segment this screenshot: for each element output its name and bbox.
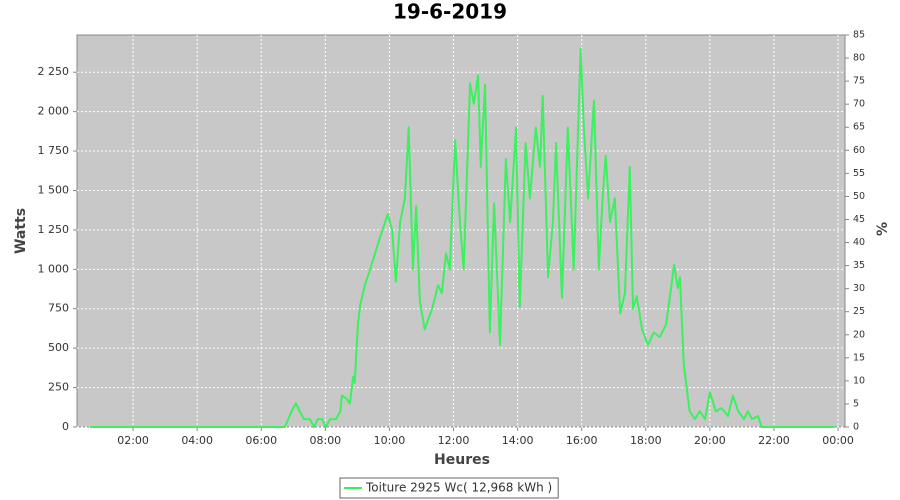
y-tick-label: 2 000	[38, 105, 70, 118]
y-tick-label: 750	[48, 302, 69, 315]
y2-tick-label: 65	[853, 122, 865, 133]
y2-tick-label: 40	[853, 237, 865, 248]
y2-tick-label: 20	[853, 329, 865, 340]
y2-tick-label: 25	[853, 306, 865, 317]
x-tick-label: 18:00	[630, 434, 662, 447]
legend: Toiture 2925 Wc( 12,968 kWh )	[339, 477, 559, 499]
y2-tick-label: 15	[853, 352, 865, 363]
y-tick-label: 1 250	[38, 223, 70, 236]
x-tick-label: 10:00	[374, 434, 406, 447]
y2-tick-label: 75	[853, 76, 865, 87]
chart-title: 19-6-2019	[393, 0, 507, 24]
x-axis-label: Heures	[434, 452, 490, 468]
y-tick-label: 1 000	[38, 262, 70, 275]
x-tick-label: 04:00	[181, 434, 213, 447]
y2-tick-label: 55	[853, 168, 865, 179]
y2-tick-label: 70	[853, 99, 865, 110]
y2-tick-label: 50	[853, 191, 865, 202]
y-tick-label: 1 750	[38, 144, 70, 157]
y2-tick-label: 0	[853, 422, 859, 433]
y2-tick-label: 45	[853, 214, 865, 225]
y2-tick-label: 80	[853, 53, 865, 64]
x-tick-label: 06:00	[245, 434, 277, 447]
x-tick-label: 14:00	[502, 434, 534, 447]
y-tick-label: 2 250	[38, 65, 70, 78]
legend-box	[339, 477, 559, 499]
y-tick-label: 1 500	[38, 183, 70, 196]
x-tick-label: 00:00	[822, 434, 854, 447]
x-tick-label: 12:00	[438, 434, 470, 447]
y-tick-label: 250	[48, 381, 69, 394]
y2-tick-label: 5	[853, 398, 859, 409]
y2-tick-label: 85	[853, 30, 865, 41]
x-tick-label: 08:00	[309, 434, 341, 447]
y2-tick-label: 60	[853, 145, 865, 156]
x-tick-label: 02:00	[117, 434, 149, 447]
y-tick-label: 0	[62, 420, 69, 433]
x-tick-label: 20:00	[694, 434, 726, 447]
legend-label: Toiture 2925 Wc( 12,968 kWh )	[365, 481, 552, 495]
data-line	[89, 47, 835, 428]
x-tick-label: 22:00	[758, 434, 790, 447]
y2-tick-label: 30	[853, 283, 865, 294]
y-axis-label: Watts	[13, 208, 29, 254]
x-tick-label: 16:00	[566, 434, 598, 447]
y-tick-label: 500	[48, 341, 69, 354]
y2-tick-label: 35	[853, 260, 865, 271]
y2-axis-label: %	[875, 222, 891, 236]
y2-tick-label: 10	[853, 375, 865, 386]
